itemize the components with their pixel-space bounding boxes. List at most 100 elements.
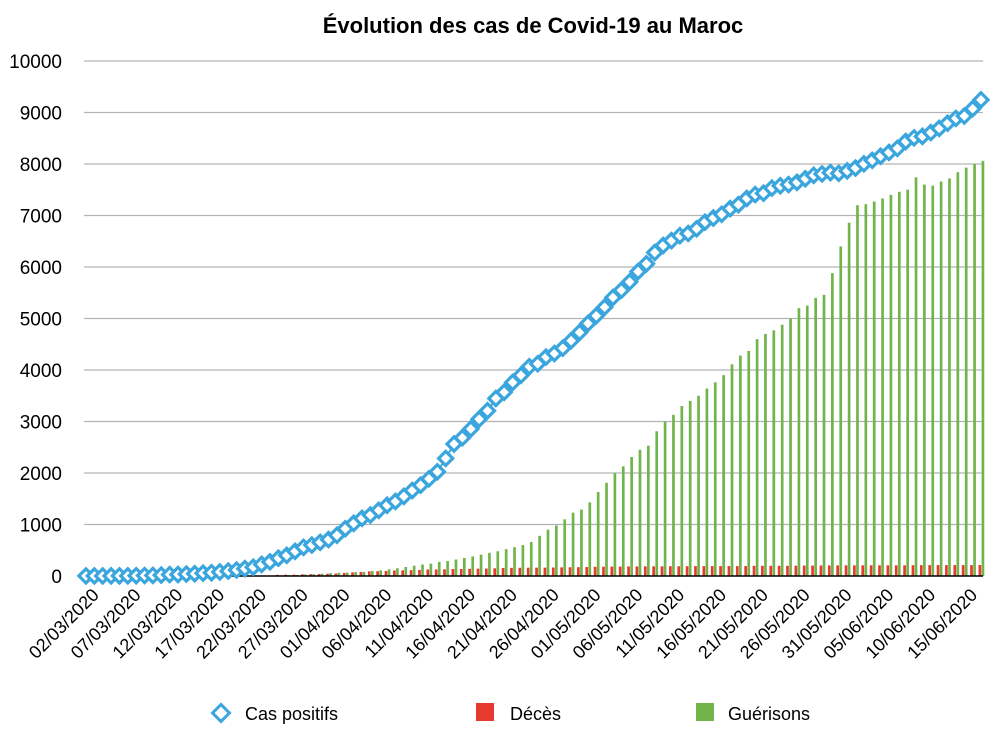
bar-deces (577, 567, 580, 576)
y-tick-label: 6000 (20, 258, 62, 279)
bar-deces (602, 566, 605, 576)
bar-deces (468, 568, 471, 576)
bar-deces (652, 566, 655, 576)
bar-deces (744, 566, 747, 576)
bar-guerisons (797, 308, 801, 576)
bar-deces (443, 569, 446, 576)
bar-deces (518, 567, 522, 576)
point-cas-positifs (436, 449, 455, 468)
bar-guerisons (320, 573, 324, 576)
point-cas-positifs (637, 254, 656, 274)
series-cas-positifs (76, 90, 991, 586)
bar-deces (752, 565, 756, 576)
bar-deces (702, 566, 706, 576)
bar-deces (844, 565, 848, 576)
bar-deces (836, 565, 840, 576)
bar-guerisons (897, 191, 901, 576)
y-tick-label: 7000 (20, 207, 62, 228)
bar-guerisons (479, 554, 483, 576)
bar-guerisons (488, 552, 491, 576)
bar-deces (861, 565, 865, 576)
bar-guerisons (529, 542, 533, 576)
bar-guerisons (329, 573, 332, 576)
bar-deces (878, 565, 881, 576)
y-tick-label: 2000 (20, 464, 62, 485)
point-cas-positifs (595, 297, 614, 317)
bar-deces (409, 570, 413, 576)
bar-guerisons (973, 164, 976, 576)
bar-deces (526, 567, 530, 576)
bar-guerisons (889, 194, 893, 576)
bar-deces (418, 569, 421, 576)
bar-guerisons (805, 305, 809, 576)
bar-deces (953, 565, 957, 576)
bar-guerisons (538, 535, 541, 576)
bar-deces (928, 565, 932, 576)
bar-guerisons (404, 566, 408, 576)
bar-deces (677, 566, 681, 576)
y-tick-label: 1000 (20, 516, 62, 537)
bar-deces (886, 565, 890, 576)
bar-guerisons (923, 184, 926, 576)
bar-deces (510, 567, 513, 576)
bar-guerisons (638, 449, 642, 576)
bar-deces (351, 572, 354, 576)
bar-guerisons (354, 572, 357, 576)
bar-deces (643, 566, 647, 576)
bar-deces (853, 565, 856, 576)
point-cas-positifs (461, 419, 481, 439)
bar-deces (911, 565, 915, 576)
bar-guerisons (956, 172, 960, 577)
legend-swatch (476, 703, 494, 721)
bar-guerisons (730, 364, 734, 576)
bar-guerisons (839, 246, 843, 576)
point-cas-positifs (494, 382, 514, 402)
gridlines (84, 60, 983, 526)
bar-deces (627, 566, 630, 576)
bar-guerisons (379, 570, 383, 576)
bar-guerisons (680, 406, 684, 576)
bar-guerisons (847, 222, 851, 576)
point-cas-positifs (511, 365, 531, 385)
bar-deces (794, 565, 798, 576)
bar-deces (970, 565, 973, 576)
legend-item-guerisons[interactable]: Guérisons (696, 703, 810, 724)
bar-deces (568, 567, 572, 576)
bar-guerisons (630, 457, 633, 576)
bar-guerisons (513, 547, 516, 576)
bar-deces (493, 568, 497, 576)
bar-guerisons (387, 569, 391, 576)
bar-deces (551, 567, 555, 576)
bar-deces (359, 571, 363, 576)
bar-deces (309, 574, 313, 576)
bar-deces (978, 565, 982, 576)
bar-guerisons (370, 571, 374, 576)
bar-guerisons (864, 204, 868, 577)
point-cas-positifs (586, 306, 606, 326)
bar-deces (869, 565, 873, 576)
bar-guerisons (964, 167, 968, 577)
bar-deces (761, 565, 764, 576)
bar-guerisons (504, 549, 508, 576)
bar-deces (618, 566, 622, 576)
bar-deces (685, 566, 689, 576)
y-tick-label: 9000 (20, 104, 62, 125)
bar-guerisons (362, 571, 366, 576)
bar-guerisons (739, 355, 742, 576)
bar-guerisons (596, 492, 600, 576)
bar-deces (727, 566, 731, 576)
bar-deces (827, 565, 831, 576)
y-tick-label: 4000 (20, 361, 62, 382)
bar-guerisons (688, 400, 692, 576)
bar-guerisons (647, 445, 650, 576)
point-cas-positifs (469, 409, 489, 429)
bar-deces (401, 570, 405, 576)
point-cas-positifs (561, 331, 581, 351)
bar-deces (342, 572, 346, 576)
bar-guerisons (722, 375, 725, 576)
legend-item-cas-positifs[interactable]: Cas positifs (210, 702, 339, 724)
bar-deces (485, 568, 488, 576)
legend-item-deces[interactable]: Décès (476, 703, 561, 724)
bar-deces (735, 566, 739, 576)
bar-deces (451, 569, 455, 576)
